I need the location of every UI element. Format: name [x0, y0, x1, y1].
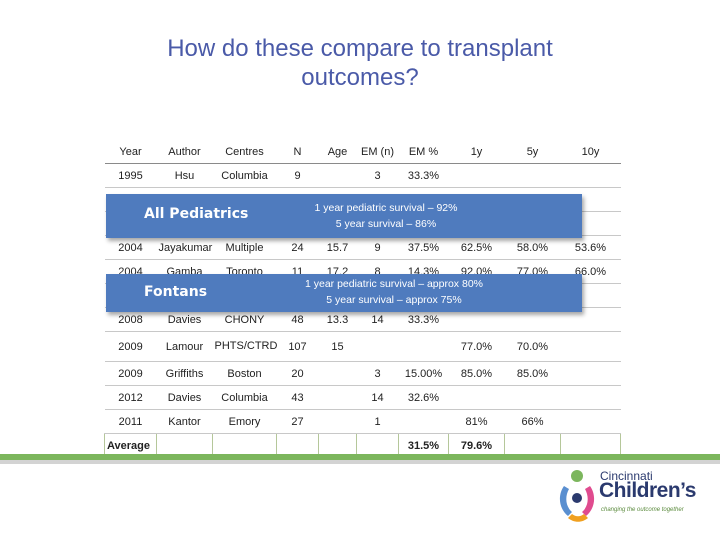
cell-survival-1y	[448, 385, 505, 410]
header-1y: 1y	[448, 140, 505, 164]
table-row: 2004 Jayakumar Multiple 24 15.7 9 37.5% 62.5% 58…	[104, 235, 621, 260]
header-age: Age	[318, 140, 357, 164]
table-row: 2009 Lamour PHTS/CTRD 107 15 77.0% 70.0%	[104, 331, 621, 362]
cell-centre: Multiple	[212, 235, 277, 260]
pediatrics-callout: All Pediatrics 1 year pediatric survival…	[106, 194, 582, 238]
cell-n: 27	[276, 409, 319, 434]
cell-survival-10y	[560, 385, 621, 410]
cell-survival-5y	[504, 385, 561, 410]
cell-n: 20	[276, 361, 319, 386]
cell-year: 2009	[104, 331, 157, 362]
logo-name-line-2: Children’s	[599, 479, 696, 502]
header-em-n: EM (n)	[356, 140, 399, 164]
cell-author: Kantor	[156, 409, 213, 434]
cell-centre: Emory	[212, 409, 277, 434]
cell-survival-5y: 70.0%	[504, 331, 561, 362]
cell-survival-1y	[448, 163, 505, 188]
fontans-callout: Fontans 1 year pediatric survival – appr…	[106, 274, 582, 312]
header-centres: Centres	[212, 140, 277, 164]
cell-year: 1995	[104, 163, 157, 188]
logo-name-line-1: Cincinnati	[600, 469, 653, 483]
cincinnati-childrens-logo: Cincinnati Children’s changing the outco…	[556, 468, 706, 524]
cell-age	[318, 385, 357, 410]
cell-survival-10y	[560, 331, 621, 362]
cell-n: 107	[276, 331, 319, 362]
cell-em-pct: 33.3%	[398, 163, 449, 188]
cell-em-pct	[398, 409, 449, 434]
cell-n: 9	[276, 163, 319, 188]
table-row: 1995 Hsu Columbia 9 3 33.3%	[104, 163, 621, 188]
header-author: Author	[156, 140, 213, 164]
slide-title-line-1: How do these compare to transplant	[167, 35, 553, 62]
cell-year: 2012	[104, 385, 157, 410]
cell-survival-1y: 81%	[448, 409, 505, 434]
cell-em-pct: 37.5%	[398, 235, 449, 260]
pediatrics-callout-line-1: 1 year pediatric survival – 92%	[314, 202, 458, 214]
cell-age	[318, 409, 357, 434]
cell-survival-5y: 58.0%	[504, 235, 561, 260]
cell-centre: Boston	[212, 361, 277, 386]
cell-centre: PHTS/CTRD	[212, 331, 277, 362]
pediatrics-callout-text: 1 year pediatric survival – 92% 5 year s…	[256, 200, 516, 232]
fontans-callout-line-1: 1 year pediatric survival – approx 80%	[304, 278, 483, 290]
cell-centre: Columbia	[212, 385, 277, 410]
cell-author: Davies	[156, 385, 213, 410]
table-row: 2009 Griffiths Boston 20 3 15.00% 85.0% 85.0%	[104, 361, 621, 386]
slide-title-line-2: outcomes?	[301, 64, 419, 91]
cell-survival-5y: 85.0%	[504, 361, 561, 386]
slide-title: How do these compare to transplant outco…	[100, 34, 620, 92]
table-row: 2012 Davies Columbia 43 14 32.6%	[104, 385, 621, 410]
cell-year: 2004	[104, 235, 157, 260]
cell-survival-1y: 85.0%	[448, 361, 505, 386]
cell-em-pct	[398, 331, 449, 362]
header-n: N	[276, 140, 319, 164]
cell-survival-1y: 77.0%	[448, 331, 505, 362]
cell-centre: Columbia	[212, 163, 277, 188]
cell-survival-10y	[560, 361, 621, 386]
cell-survival-10y: 53.6%	[560, 235, 621, 260]
cell-em-n	[356, 331, 399, 362]
cell-n: 43	[276, 385, 319, 410]
cell-em-n: 14	[356, 385, 399, 410]
table-header-row: Year Author Centres N Age EM (n) EM % 1y…	[104, 140, 621, 164]
cell-em-pct: 15.00%	[398, 361, 449, 386]
cell-em-pct: 32.6%	[398, 385, 449, 410]
cell-em-n: 3	[356, 163, 399, 188]
cell-survival-10y	[560, 409, 621, 434]
header-10y: 10y	[560, 140, 621, 164]
fontans-callout-label: Fontans	[144, 284, 208, 300]
cell-survival-10y: 66.0%	[560, 259, 621, 284]
cell-em-n: 1	[356, 409, 399, 434]
cell-age	[318, 361, 357, 386]
fontans-callout-text: 1 year pediatric survival – approx 80% 5…	[244, 276, 544, 308]
footer-band-green	[0, 454, 720, 460]
cell-author: Jayakumar	[156, 235, 213, 260]
cell-survival-5y	[504, 163, 561, 188]
cincinnati-childrens-logo-icon	[559, 470, 595, 522]
cell-author: Griffiths	[156, 361, 213, 386]
cell-em-n: 9	[356, 235, 399, 260]
cell-year: 2011	[104, 409, 157, 434]
cell-survival-5y: 66%	[504, 409, 561, 434]
cell-em-n: 3	[356, 361, 399, 386]
logo-tagline: changing the outcome together	[601, 507, 684, 513]
fontans-callout-line-2: 5 year survival – approx 75%	[326, 294, 462, 306]
cell-survival-10y	[560, 163, 621, 188]
cell-author: Lamour	[156, 331, 213, 362]
header-em-pct: EM %	[398, 140, 449, 164]
cell-author: Hsu	[156, 163, 213, 188]
cell-age: 15	[318, 331, 357, 362]
pediatrics-callout-label: All Pediatrics	[144, 206, 249, 222]
table-row: 2011 Kantor Emory 27 1 81% 66%	[104, 409, 621, 434]
header-year: Year	[104, 140, 157, 164]
cell-survival-1y: 62.5%	[448, 235, 505, 260]
footer-band-gray	[0, 460, 720, 464]
cell-n: 24	[276, 235, 319, 260]
pediatrics-callout-line-2: 5 year survival – 86%	[335, 218, 437, 230]
cell-age: 15.7	[318, 235, 357, 260]
header-5y: 5y	[504, 140, 561, 164]
cell-year: 2009	[104, 361, 157, 386]
cell-age	[318, 163, 357, 188]
